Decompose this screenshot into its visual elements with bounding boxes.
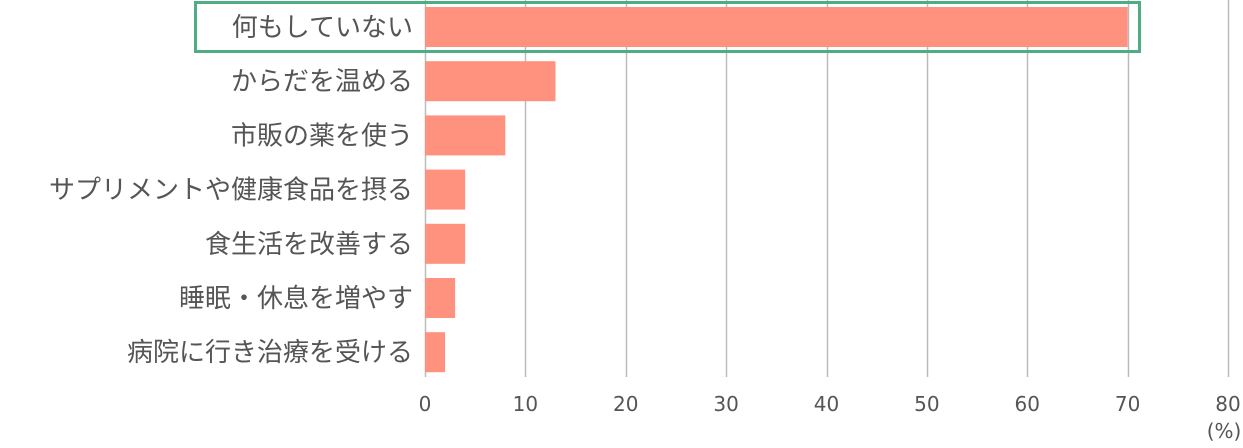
category-label: 何もしていない xyxy=(232,13,413,43)
x-tick-label: 30 xyxy=(713,392,738,416)
bar-1 xyxy=(425,61,556,102)
category-label: 市販の薬を使う xyxy=(231,121,413,151)
category-label: サプリメントや健康食品を摂る xyxy=(49,176,413,206)
bar-2 xyxy=(425,115,506,156)
x-tick-label: 40 xyxy=(814,392,839,416)
x-axis-tick-labels: 0 10 20 30 40 50 60 70 80 xyxy=(419,392,1241,416)
bars xyxy=(425,7,1128,373)
x-tick-label: 50 xyxy=(914,392,939,416)
bar-5 xyxy=(425,278,456,318)
category-labels: 何もしていないからだを温める市販の薬を使うサプリメントや健康食品を摂る食生活を改… xyxy=(49,13,413,368)
bar-6 xyxy=(425,332,446,373)
category-label: 睡眠・休息を増やす xyxy=(179,284,413,314)
x-tick-label: 10 xyxy=(513,392,538,416)
x-tick-label: 20 xyxy=(613,392,638,416)
category-label: 食生活を改善する xyxy=(205,230,413,260)
x-tick-label: 80 xyxy=(1215,392,1240,416)
category-label: 病院に行き治療を受ける xyxy=(127,338,413,368)
highlight-frame xyxy=(194,1,1141,53)
x-tick-label: 0 xyxy=(419,392,432,416)
grid-lines xyxy=(424,0,1230,377)
x-axis-unit-label: (%) xyxy=(1207,419,1242,443)
x-tick-label: 60 xyxy=(1015,392,1040,416)
bar-0 xyxy=(425,7,1128,47)
bar-4 xyxy=(425,223,466,264)
highlight-layer xyxy=(194,1,1141,53)
category-label: からだを温める xyxy=(231,67,413,97)
bar-3 xyxy=(425,169,466,210)
x-tick-label: 70 xyxy=(1115,392,1140,416)
